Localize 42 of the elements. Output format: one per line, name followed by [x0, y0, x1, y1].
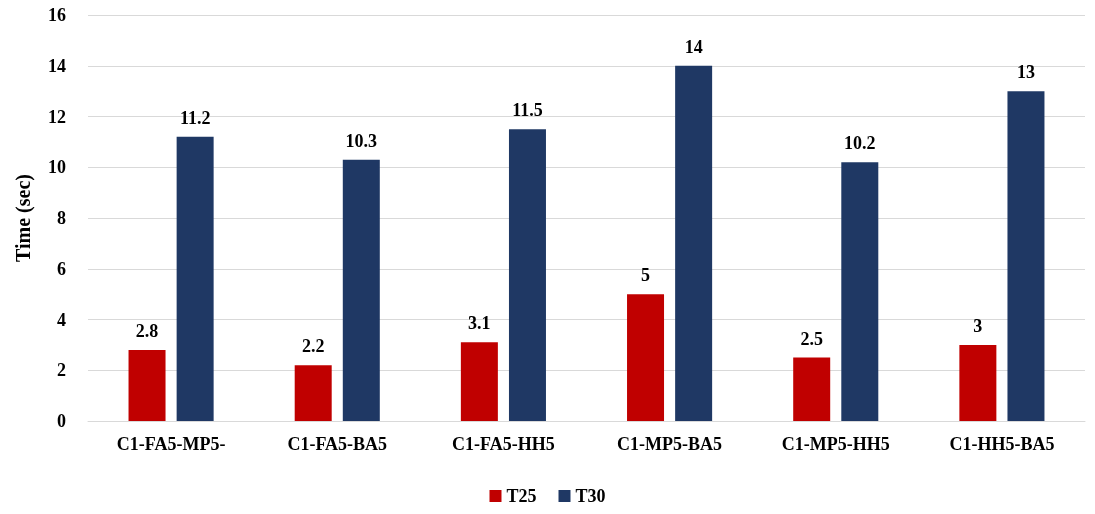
y-tick-label: 10	[48, 157, 66, 178]
data-label: 11.2	[179, 107, 211, 128]
bar	[508, 129, 546, 421]
bar	[460, 342, 498, 421]
x-tick-label: C1-MP5-HH5	[781, 434, 890, 454]
y-tick-label: 14	[48, 55, 66, 76]
x-tick-label: C1-FA5-MP5-	[116, 434, 226, 454]
data-label: 3.1	[468, 313, 491, 334]
x-tick-label: C1-FA5-BA5	[287, 434, 388, 454]
data-label: 2.2	[301, 336, 325, 357]
bar	[342, 159, 380, 421]
bar	[675, 65, 713, 421]
x-tick-label: C1-MP5-BA5	[617, 434, 723, 454]
data-label: 10.2	[844, 133, 876, 154]
y-tick-label: 6	[57, 258, 66, 279]
bar	[627, 294, 665, 421]
data-label: 11.5	[512, 100, 543, 121]
y-axis-title: Time (sec)	[12, 174, 35, 262]
bar	[793, 357, 831, 421]
y-tick-label: 2	[57, 360, 66, 381]
bar	[128, 349, 166, 421]
x-tick-label: C1-HH5-BA5	[949, 434, 1055, 454]
bar	[841, 162, 879, 421]
data-label: 3	[973, 315, 983, 336]
bar	[959, 344, 997, 421]
data-label: 10.3	[345, 130, 378, 151]
y-tick-label: 8	[57, 208, 66, 228]
data-label: 5	[641, 265, 651, 286]
y-tick-label: 12	[48, 106, 66, 127]
legend-label: T25	[506, 486, 537, 506]
data-label: 13	[1016, 62, 1035, 83]
data-label: 2.8	[135, 320, 159, 341]
data-label: 2.5	[800, 328, 823, 349]
data-label: 14	[684, 36, 703, 57]
x-tick-label: C1-FA5-HH5	[452, 434, 555, 454]
legend-label: T30	[575, 486, 606, 506]
bar	[294, 365, 332, 421]
y-tick-label: 16	[48, 5, 66, 25]
y-tick-label: 0	[57, 411, 66, 431]
bar	[176, 136, 214, 421]
y-tick-label: 4	[57, 309, 66, 330]
bar	[1007, 91, 1045, 421]
